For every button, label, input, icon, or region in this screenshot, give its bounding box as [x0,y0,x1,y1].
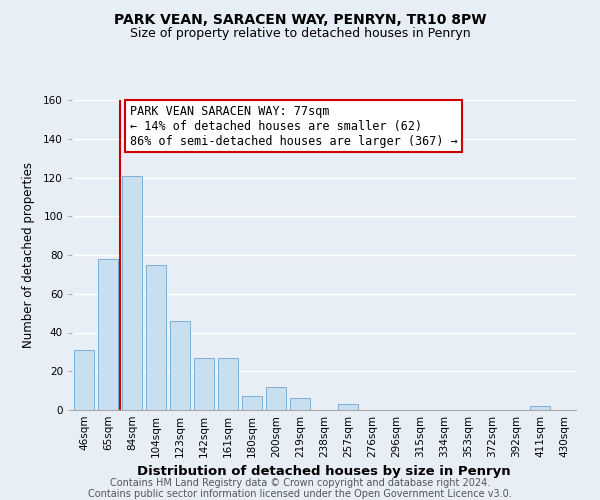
Bar [146,264,166,410]
Bar [290,398,310,410]
Bar [98,259,118,410]
Bar [218,358,238,410]
X-axis label: Distribution of detached houses by size in Penryn: Distribution of detached houses by size … [137,466,511,478]
Bar [122,176,142,410]
Bar [170,321,190,410]
Text: Size of property relative to detached houses in Penryn: Size of property relative to detached ho… [130,28,470,40]
Bar [530,406,550,410]
Bar [266,387,286,410]
Bar [74,350,94,410]
Bar [194,358,214,410]
Text: Contains HM Land Registry data © Crown copyright and database right 2024.: Contains HM Land Registry data © Crown c… [110,478,490,488]
Bar [242,396,262,410]
Text: PARK VEAN, SARACEN WAY, PENRYN, TR10 8PW: PARK VEAN, SARACEN WAY, PENRYN, TR10 8PW [114,12,486,26]
Text: Contains public sector information licensed under the Open Government Licence v3: Contains public sector information licen… [88,489,512,499]
Bar [338,404,358,410]
Text: PARK VEAN SARACEN WAY: 77sqm
← 14% of detached houses are smaller (62)
86% of se: PARK VEAN SARACEN WAY: 77sqm ← 14% of de… [130,104,458,148]
Y-axis label: Number of detached properties: Number of detached properties [22,162,35,348]
